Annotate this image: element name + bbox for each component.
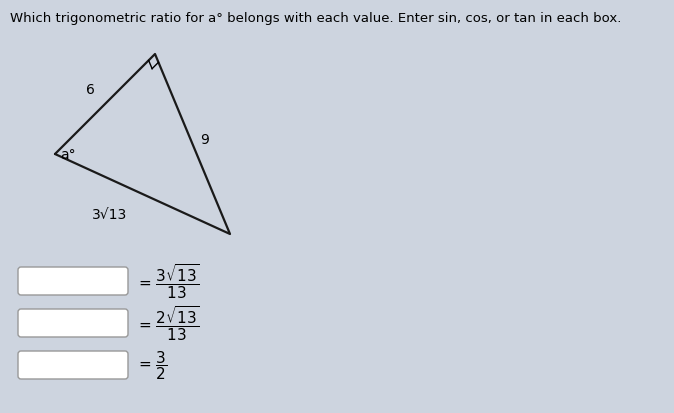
FancyBboxPatch shape [18, 267, 128, 295]
FancyBboxPatch shape [18, 351, 128, 379]
Text: = $\dfrac{3}{2}$: = $\dfrac{3}{2}$ [138, 349, 167, 382]
Text: = $\dfrac{3\sqrt{13}}{13}$: = $\dfrac{3\sqrt{13}}{13}$ [138, 262, 200, 301]
Text: 9: 9 [201, 133, 210, 147]
FancyBboxPatch shape [18, 309, 128, 337]
Text: = $\dfrac{2\sqrt{13}}{13}$: = $\dfrac{2\sqrt{13}}{13}$ [138, 304, 200, 342]
Text: a°: a° [60, 147, 75, 161]
Text: Which trigonometric ratio for a° belongs with each value. Enter sin, cos, or tan: Which trigonometric ratio for a° belongs… [10, 12, 621, 25]
Text: 3√13: 3√13 [92, 207, 127, 221]
Text: 6: 6 [86, 83, 94, 97]
